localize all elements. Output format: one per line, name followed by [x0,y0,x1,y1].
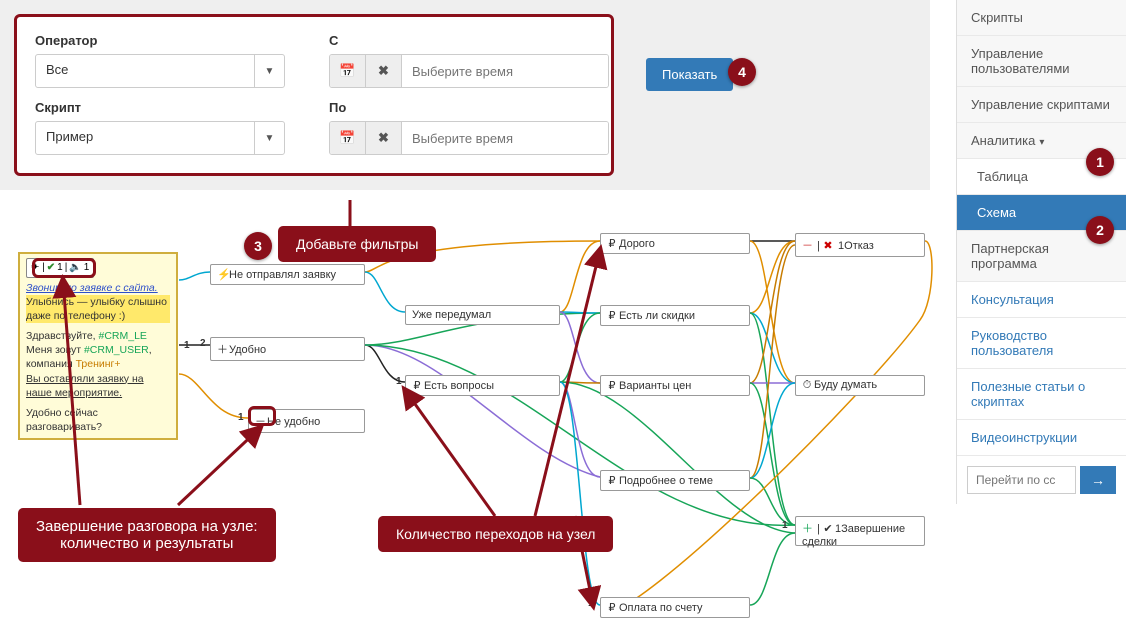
chevron-down-icon: ▼ [254,122,284,154]
flow-node[interactable]: ₽Оплата по счету [600,597,750,618]
from-label: С [329,33,609,48]
sidebar-item-scripts[interactable]: Скрипты [957,0,1126,36]
from-input[interactable] [402,55,608,87]
goto-input[interactable] [967,466,1076,494]
start-line5: Вы оставляли заявку на наше мероприятие. [26,372,170,400]
label: Управление скриптами [971,97,1110,112]
edge-count: 1 [238,412,244,423]
calendar-icon[interactable]: 📅 [330,55,366,87]
to-label: По [329,100,609,115]
badge-2: 2 [1086,216,1114,244]
label: Таблица [977,169,1028,184]
start-line1: Звоним по заявке с сайта. [26,281,170,295]
start-line4: Меня зовут #CRM_USER, компания Тренинг+ [26,343,170,371]
from-field: С 📅 ✖ [329,33,609,88]
marker-start-header [32,258,96,278]
start-line2: Улыбнись — улыбку слышно даже по телефон… [26,295,170,323]
operator-label: Оператор [35,33,285,48]
start-line3: Здравствуйте, #CRM_LE [26,329,170,343]
label: Управление пользователями [971,46,1070,76]
label: Полезные статьи о скриптах [971,379,1085,409]
flow-node[interactable]: ₽Подробнее о теме [600,470,750,491]
marker-count-n3 [248,406,276,426]
edge-count: 1 [396,376,402,387]
show-button[interactable]: Показать [646,58,733,91]
to-input-group: 📅 ✖ [329,121,609,155]
callout-results: Завершение разговора на узле: количество… [18,508,276,562]
start-line6: Удобно сейчас разговаривать? [26,406,170,434]
edge-count: 1 [184,340,190,351]
edge-count: 1 [782,520,788,531]
callout-transitions: Количество переходов на узел [378,516,613,552]
script-field: Скрипт Пример ▼ [35,100,285,155]
badge-1: 1 [1086,148,1114,176]
flow-node[interactable]: ⚡Не отправлял заявку [210,264,365,285]
sidebar-item-consult[interactable]: Консультация [957,282,1126,318]
to-input[interactable] [402,122,608,154]
sidebar-item-guide[interactable]: Руководство пользователя [957,318,1126,369]
caret-icon: ▾ [1039,137,1044,148]
flow-node[interactable]: ＋ | ✔1Завершение сделки [795,516,925,546]
operator-field: Оператор Все ▼ [35,33,285,88]
t: Тренинг+ [76,358,121,370]
script-value: Пример [36,122,254,154]
start-node[interactable]: ✈ | ✔1 | 🔈1 Звоним по заявке с сайта. Ул… [18,252,178,440]
operator-value: Все [36,55,254,87]
filter-box: Оператор Все ▼ С 📅 ✖ Скрипт Пример ▼ По [14,14,614,176]
sidebar-item-articles[interactable]: Полезные статьи о скриптах [957,369,1126,420]
label: Скрипты [971,10,1023,25]
edge-count: 2 [200,338,206,349]
flow-node[interactable]: Уже передумал [405,305,560,325]
label: Партнерская программа [971,241,1049,271]
label: Видеоинструкции [971,430,1077,445]
label: Консультация [971,292,1054,307]
badge-3: 3 [244,232,272,260]
edge-count: 1 [588,598,594,609]
label: Схема [977,205,1016,220]
calendar-icon[interactable]: 📅 [330,122,366,154]
sidebar-item-users[interactable]: Управление пользователями [957,36,1126,87]
flow-node[interactable]: ₽Есть ли скидки [600,305,750,326]
flow-node[interactable]: － | ✖ 1Отказ [795,233,925,257]
label: Аналитика [971,133,1035,148]
flow-canvas: ✈ | ✔1 | 🔈1 Звоним по заявке с сайта. Ул… [0,200,955,626]
clear-icon[interactable]: ✖ [366,55,402,87]
flow-node[interactable]: ₽Дорого [600,233,750,254]
chevron-down-icon: ▼ [254,55,284,87]
callout-filters: Добавьте фильтры [278,226,436,262]
sidebar-item-script-mgmt[interactable]: Управление скриптами [957,87,1126,123]
to-field: По 📅 ✖ [329,100,609,155]
script-select[interactable]: Пример ▼ [35,121,285,155]
flow-node[interactable]: ＋Удобно [210,337,365,361]
goto-button[interactable]: → [1080,466,1116,494]
clear-icon[interactable]: ✖ [366,122,402,154]
goto-row: → [957,456,1126,504]
flow-node[interactable]: ⏱Буду думать [795,375,925,396]
operator-select[interactable]: Все ▼ [35,54,285,88]
script-label: Скрипт [35,100,285,115]
from-input-group: 📅 ✖ [329,54,609,88]
flow-node[interactable]: ₽Есть вопросы [405,375,560,396]
flow-node[interactable]: ₽Варианты цен [600,375,750,396]
filter-panel: Оператор Все ▼ С 📅 ✖ Скрипт Пример ▼ По [0,0,930,190]
t: #CRM_LE [99,330,147,342]
t: Меня зовут [26,344,84,356]
sidebar: Скрипты Управление пользователями Управл… [956,0,1126,504]
t: Здравствуйте, [26,330,99,342]
label: Руководство пользователя [971,328,1053,358]
badge-4: 4 [728,58,756,86]
sidebar-item-videos[interactable]: Видеоинструкции [957,420,1126,456]
t: #CRM_USER [84,344,149,356]
